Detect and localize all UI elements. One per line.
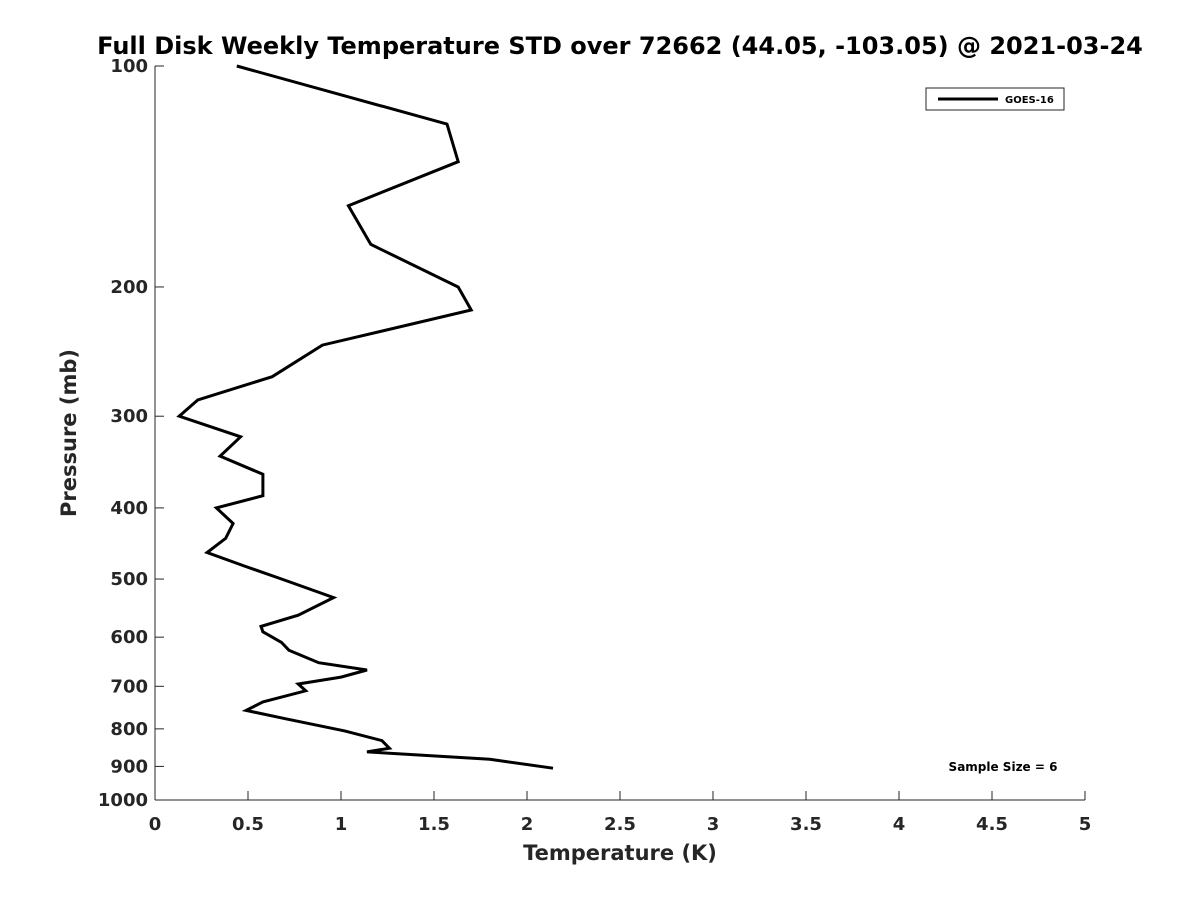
legend: GOES-16	[925, 87, 1065, 111]
x-ticks: 0 0.5 1 1.5 2 2.5 3 3.5 4 4.5 5	[149, 791, 1092, 835]
series-layer	[176, 64, 554, 770]
y-tick-label: 900	[110, 756, 148, 777]
axes	[154, 66, 1085, 801]
y-tick-label: 500	[110, 569, 148, 590]
x-tick-label: 0.5	[232, 814, 264, 835]
y-tick-label: 400	[110, 498, 148, 519]
y-tick-label: 600	[110, 627, 148, 648]
y-tick-label: 100	[110, 56, 148, 77]
x-tick-label: 4	[893, 814, 906, 835]
x-tick-label: 1.5	[418, 814, 450, 835]
series-line-goes-16	[176, 64, 554, 770]
x-tick-label: 1	[335, 814, 348, 835]
x-tick-label: 2	[521, 814, 534, 835]
x-tick-label: 4.5	[976, 814, 1008, 835]
x-axis-label: Temperature (K)	[523, 841, 717, 865]
x-tick-label: 5	[1079, 814, 1092, 835]
sample-size-annotation: Sample Size = 6	[949, 760, 1058, 774]
y-tick-label: 700	[110, 676, 148, 697]
chart-title: Full Disk Weekly Temperature STD over 72…	[97, 32, 1143, 60]
y-tick-label: 1000	[98, 790, 148, 811]
legend-label: GOES-16	[1005, 95, 1054, 106]
x-tick-label: 3	[707, 814, 720, 835]
y-tick-label: 200	[110, 277, 148, 298]
y-axis-label: Pressure (mb)	[57, 349, 81, 517]
y-tick-label: 300	[110, 406, 148, 427]
x-tick-label: 0	[149, 814, 162, 835]
y-ticks: 100 200 300 400 500 600 700 800 900 1000	[98, 56, 164, 811]
y-tick-label: 800	[110, 719, 148, 740]
x-tick-label: 3.5	[790, 814, 822, 835]
x-tick-label: 2.5	[604, 814, 636, 835]
